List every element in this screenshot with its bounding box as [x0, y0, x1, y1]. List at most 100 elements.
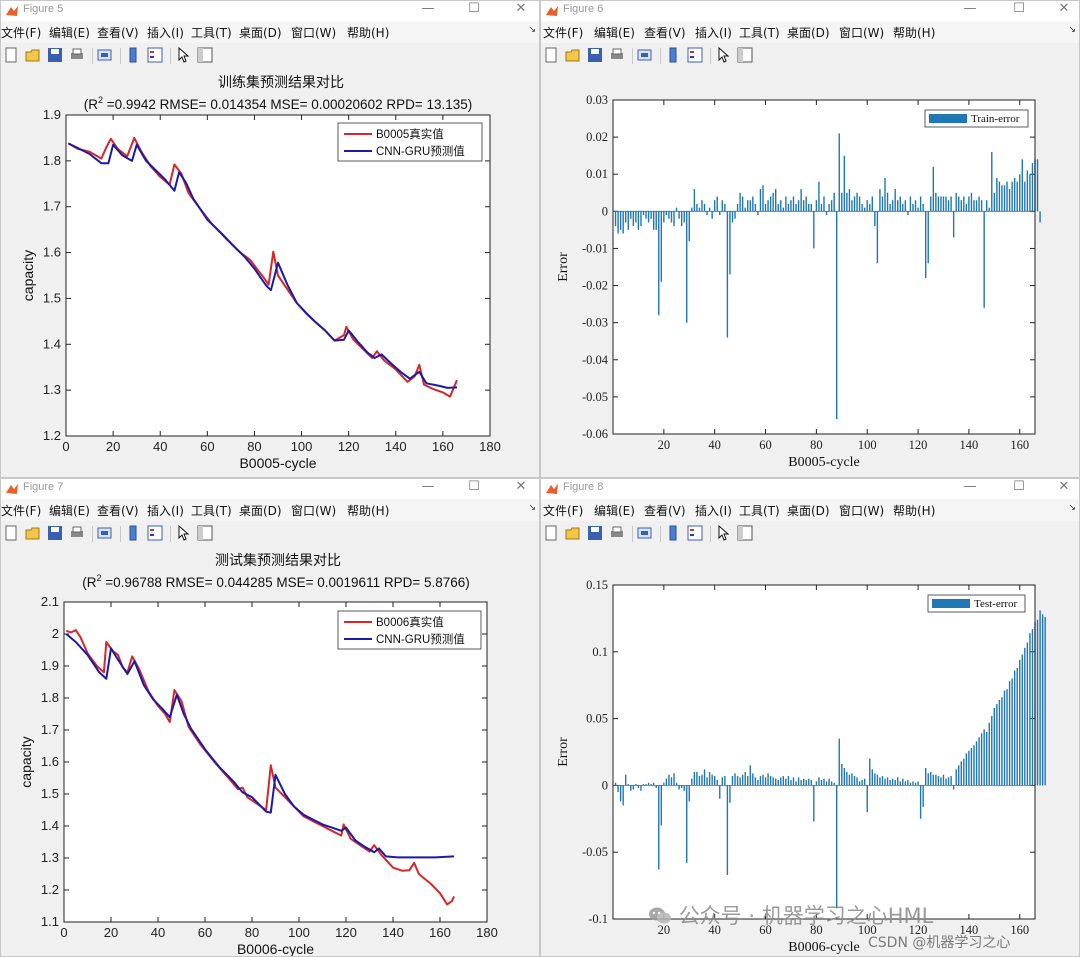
menu-item[interactable]: 编辑(E) [594, 504, 635, 518]
property-editor-icon[interactable] [197, 525, 213, 541]
close-button[interactable]: ✕ [1058, 1, 1070, 16]
pointer-icon[interactable] [175, 524, 191, 541]
figure-8-titlebar[interactable]: Figure 8 — ☐ ✕ [541, 479, 1079, 499]
legend-icon[interactable] [147, 525, 163, 541]
menu-item[interactable]: 编辑(E) [49, 504, 90, 518]
open-folder-icon[interactable] [25, 525, 41, 541]
colorbar-icon[interactable] [125, 47, 141, 63]
x-tick-label: 20 [658, 438, 671, 452]
legend-icon[interactable] [687, 525, 703, 541]
close-button[interactable]: ✕ [1058, 479, 1070, 494]
minimize-button[interactable]: — [963, 479, 977, 494]
figure-5-titlebar[interactable]: Figure 5 — ☐ ✕ [1, 1, 539, 21]
new-file-icon[interactable] [543, 525, 559, 541]
error-bar [838, 738, 840, 786]
menu-item[interactable]: 编辑(E) [594, 26, 635, 40]
menu-item[interactable]: 插入(I) [695, 26, 732, 40]
menu-item[interactable]: 窗口(W) [839, 26, 885, 40]
y-tick-label: 0.15 [586, 578, 608, 592]
menu-item[interactable]: 帮助(H) [347, 26, 390, 40]
error-bar [721, 200, 724, 212]
minimize-button[interactable]: — [963, 1, 977, 16]
open-folder-icon[interactable] [565, 525, 581, 541]
link-figure-icon[interactable] [637, 525, 653, 541]
colorbar-icon[interactable] [665, 525, 681, 541]
figure-7-titlebar[interactable]: Figure 7 — ☐ ✕ [1, 479, 539, 499]
dock-arrow-icon[interactable]: ↘ [528, 25, 536, 35]
dock-arrow-icon[interactable]: ↘ [528, 503, 536, 513]
minimize-button[interactable]: — [421, 1, 435, 16]
save-icon[interactable] [587, 525, 603, 541]
legend[interactable] [337, 122, 483, 162]
print-icon[interactable] [69, 525, 85, 541]
menu-item[interactable]: 窗口(W) [291, 504, 337, 518]
menu-item[interactable]: 帮助(H) [893, 504, 936, 518]
maximize-button[interactable]: ☐ [1013, 479, 1025, 494]
menu-item[interactable]: 插入(I) [147, 26, 184, 40]
menu-item[interactable]: 编辑(E) [49, 26, 90, 40]
legend-icon[interactable] [687, 47, 703, 63]
menu-item[interactable]: 窗口(W) [839, 504, 885, 518]
menu-item[interactable]: 插入(I) [695, 504, 732, 518]
print-icon[interactable] [69, 47, 85, 63]
close-button[interactable]: ✕ [515, 1, 527, 16]
pointer-icon[interactable] [715, 524, 731, 541]
menu-item[interactable]: 工具(T) [191, 26, 232, 40]
menu-item[interactable]: 帮助(H) [347, 504, 390, 518]
error-bar [998, 699, 1001, 786]
property-editor-icon[interactable] [737, 525, 753, 541]
new-file-icon[interactable] [3, 47, 19, 63]
x-tick-label: 40 [153, 439, 167, 454]
menu-item[interactable]: 查看(V) [97, 504, 139, 518]
property-editor-icon[interactable] [197, 47, 213, 63]
menu-item[interactable]: 桌面(D) [239, 26, 282, 40]
menu-item[interactable]: 文件(F) [1, 26, 42, 40]
pointer-icon[interactable] [175, 46, 191, 63]
menu-item[interactable]: 工具(T) [191, 504, 232, 518]
dock-arrow-icon[interactable]: ↘ [1068, 503, 1076, 513]
menu-item[interactable]: 窗口(W) [291, 26, 337, 40]
menu-item[interactable]: 桌面(D) [787, 504, 830, 518]
error-bar [942, 196, 945, 212]
link-figure-icon[interactable] [97, 47, 113, 63]
print-icon[interactable] [609, 525, 625, 541]
minimize-button[interactable]: — [421, 479, 435, 494]
menu-item[interactable]: 插入(I) [147, 504, 184, 518]
legend[interactable] [337, 610, 482, 650]
legend-label: B0006真实值 [376, 615, 444, 629]
menu-item[interactable]: 查看(V) [97, 26, 139, 40]
property-editor-icon[interactable] [737, 47, 753, 63]
error-bar [836, 785, 838, 909]
menu-item[interactable]: 文件(F) [1, 504, 42, 518]
menu-item[interactable]: 文件(F) [543, 504, 584, 518]
save-icon[interactable] [47, 47, 63, 63]
figure-6-titlebar[interactable]: Figure 6 — ☐ ✕ [541, 1, 1079, 21]
new-file-icon[interactable] [543, 47, 559, 63]
dock-arrow-icon[interactable]: ↘ [1068, 25, 1076, 35]
menu-item[interactable]: 文件(F) [543, 26, 584, 40]
menu-item[interactable]: 工具(T) [739, 504, 780, 518]
menu-item[interactable]: 查看(V) [644, 26, 686, 40]
save-icon[interactable] [587, 47, 603, 63]
menu-item[interactable]: 帮助(H) [893, 26, 936, 40]
menu-item[interactable]: 工具(T) [739, 26, 780, 40]
print-icon[interactable] [609, 47, 625, 63]
open-folder-icon[interactable] [565, 47, 581, 63]
pointer-icon[interactable] [715, 46, 731, 63]
save-icon[interactable] [47, 525, 63, 541]
new-file-icon[interactable] [3, 525, 19, 541]
menu-item[interactable]: 查看(V) [644, 504, 686, 518]
legend-icon[interactable] [147, 47, 163, 63]
colorbar-icon[interactable] [665, 47, 681, 63]
link-figure-icon[interactable] [97, 525, 113, 541]
menu-item[interactable]: 桌面(D) [239, 504, 282, 518]
maximize-button[interactable]: ☐ [468, 479, 480, 494]
open-folder-icon[interactable] [25, 47, 41, 63]
close-button[interactable]: ✕ [515, 479, 527, 494]
menu-item[interactable]: 桌面(D) [787, 26, 830, 40]
colorbar-icon[interactable] [125, 525, 141, 541]
link-figure-icon[interactable] [637, 47, 653, 63]
maximize-button[interactable]: ☐ [1013, 1, 1025, 16]
error-bar [932, 166, 935, 212]
maximize-button[interactable]: ☐ [468, 1, 480, 16]
